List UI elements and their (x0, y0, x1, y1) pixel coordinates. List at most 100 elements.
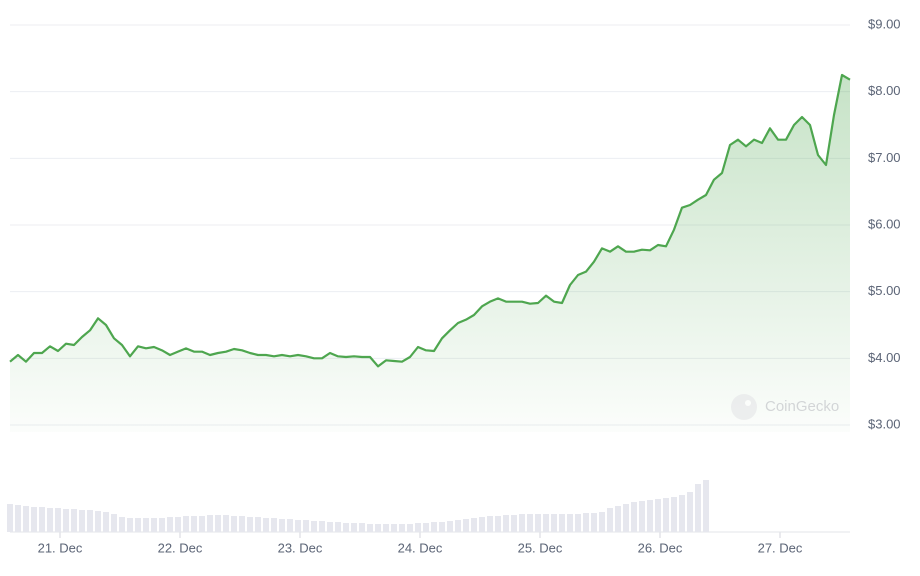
volume-bar (375, 524, 381, 532)
volume-bar (391, 524, 397, 532)
volume-bar (495, 516, 501, 532)
y-tick-label: $4.00 (868, 350, 901, 365)
volume-bar (559, 514, 565, 532)
volume-bar (575, 514, 581, 532)
volume-bar (143, 518, 149, 532)
x-tick-label: 27. Dec (758, 540, 803, 555)
y-tick-label: $9.00 (868, 16, 901, 31)
volume-bar (263, 518, 269, 532)
volume-bar (567, 514, 573, 532)
volume-bar (231, 516, 237, 532)
volume-bar (647, 500, 653, 532)
volume-bar (111, 514, 117, 532)
volume-bar (79, 510, 85, 532)
y-tick-label: $5.00 (868, 283, 901, 298)
volume-bar (279, 519, 285, 532)
volume-bar (71, 509, 77, 532)
volume-bar (543, 514, 549, 532)
volume-bar (87, 510, 93, 532)
volume-bar (663, 498, 669, 532)
volume-bar (455, 520, 461, 532)
plot: $3.00 $4.00 $5.00 $6.00 $7.00 $8.00 $9.00 21. D… (7, 16, 901, 555)
volume-bar (223, 515, 229, 532)
volume-bar (463, 519, 469, 532)
volume-bar (23, 506, 29, 532)
volume-bar (703, 480, 709, 532)
volume-bar (679, 495, 685, 532)
volume-bar (631, 502, 637, 532)
volume-bar (287, 519, 293, 532)
volume-bar (175, 517, 181, 532)
volume-bar (207, 515, 213, 532)
volume-bar (215, 515, 221, 532)
volume-bar (695, 484, 701, 532)
watermark-text: CoinGecko (765, 398, 839, 415)
x-tick-label: 22. Dec (158, 540, 203, 555)
volume-bar (327, 522, 333, 532)
volume-bar (439, 522, 445, 532)
x-tick-label: 23. Dec (278, 540, 323, 555)
volume-bar (343, 523, 349, 532)
volume-bar (39, 507, 45, 532)
volume-bar (399, 524, 405, 532)
volume-bar (615, 506, 621, 532)
volume-bar (519, 514, 525, 532)
x-tick-label: 24. Dec (398, 540, 443, 555)
volume-bar (47, 508, 53, 532)
volume-bar (655, 499, 661, 532)
volume-bar (295, 520, 301, 532)
watermark-logo (731, 394, 757, 420)
volume-bar (423, 523, 429, 532)
y-tick-label: $7.00 (868, 150, 901, 165)
volume-bar (31, 507, 37, 532)
x-tick-label: 26. Dec (638, 540, 683, 555)
volume-bar (151, 518, 157, 532)
volume-bar (551, 514, 557, 532)
volume-bar (255, 517, 261, 532)
volume-bar (271, 518, 277, 532)
volume-bar (191, 516, 197, 532)
volume-bar (687, 492, 693, 532)
volume-bar (431, 522, 437, 532)
y-tick-label: $8.00 (868, 83, 901, 98)
volume-bar (511, 515, 517, 532)
y-tick-label: $3.00 (868, 416, 901, 431)
volume-bar (247, 517, 253, 532)
volume-bar (359, 523, 365, 532)
watermark-logo-eye (745, 400, 751, 406)
volume-bar (63, 509, 69, 532)
volume-bar (167, 517, 173, 532)
volume-bar (383, 524, 389, 532)
watermark: CoinGecko (731, 394, 839, 420)
volume-bar (487, 516, 493, 532)
volume-bar (535, 514, 541, 532)
price-line (9, 73, 851, 368)
volume-bar (471, 518, 477, 532)
volume-bar (119, 517, 125, 532)
volume-bar (671, 497, 677, 532)
volume-bar (503, 515, 509, 532)
volume-bar (415, 523, 421, 532)
x-tick-label: 25. Dec (518, 540, 563, 555)
x-tick-label: 21. Dec (38, 540, 83, 555)
volume-bar (623, 504, 629, 532)
price-area (10, 75, 850, 432)
volume-bar (303, 520, 309, 532)
volume-bar (7, 504, 13, 532)
volume-bar (591, 513, 597, 532)
volume-bar (583, 513, 589, 532)
volume-bar (103, 512, 109, 532)
volume-bar (447, 521, 453, 532)
volume-bar (199, 516, 205, 532)
volume-bar (599, 512, 605, 532)
y-tick-label: $6.00 (868, 216, 901, 231)
volume-bar (159, 518, 165, 532)
volume-bar (351, 523, 357, 532)
volume-bar (55, 508, 61, 532)
volume-bar (319, 521, 325, 532)
volume-bar (527, 514, 533, 532)
volume-bar (135, 518, 141, 532)
volume-bar (311, 521, 317, 532)
volume-bar (607, 508, 613, 532)
